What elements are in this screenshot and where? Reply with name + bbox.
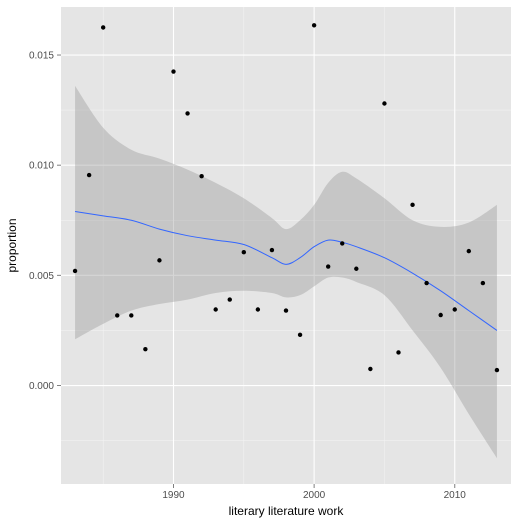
data-point — [382, 101, 387, 106]
data-point — [311, 23, 317, 28]
data-point — [494, 367, 500, 373]
data-point — [480, 280, 486, 286]
y-axis: 0.000 0.005 0.010 0.015 — [29, 51, 61, 392]
data-point — [213, 307, 218, 312]
x-tick-label: 2010 — [444, 490, 467, 501]
data-point — [466, 248, 472, 254]
data-point — [396, 350, 401, 355]
y-tick-label: 0.015 — [29, 51, 54, 62]
data-point — [199, 174, 204, 179]
data-point — [297, 332, 303, 338]
y-tick-label: 0.005 — [29, 271, 54, 282]
smooth-line — [74, 210, 498, 331]
y-tick-label: 0.010 — [29, 161, 54, 172]
plot-panel — [61, 7, 511, 484]
data-point — [410, 202, 415, 208]
data-point — [171, 69, 176, 74]
y-tick-label: 0.000 — [29, 381, 54, 392]
data-point — [157, 258, 162, 263]
data-point — [438, 312, 443, 318]
y-axis-title: proportion — [5, 218, 19, 272]
data-point — [185, 111, 190, 116]
data-point — [72, 268, 78, 274]
data-point — [241, 250, 247, 255]
data-point — [227, 297, 232, 302]
data-point — [354, 266, 359, 271]
data-point — [424, 280, 429, 286]
x-axis: 1990 2000 2010 — [162, 484, 466, 501]
data-point — [100, 25, 106, 30]
data-point — [452, 307, 457, 312]
major-grid — [61, 7, 511, 484]
data-point — [86, 172, 92, 178]
x-tick-label: 1990 — [162, 490, 185, 501]
data-point — [255, 307, 261, 312]
x-axis-title: literary literature work — [229, 504, 345, 518]
confidence-band — [75, 85, 497, 459]
data-point — [368, 366, 373, 372]
x-tick-label: 2000 — [303, 490, 326, 501]
data-point — [143, 346, 148, 352]
data-point — [129, 313, 134, 318]
data-points — [72, 23, 500, 373]
data-point — [283, 308, 289, 313]
data-point — [340, 241, 345, 246]
data-point — [115, 313, 120, 318]
data-point — [325, 264, 331, 269]
minor-grid — [61, 7, 511, 484]
data-point — [269, 247, 275, 253]
